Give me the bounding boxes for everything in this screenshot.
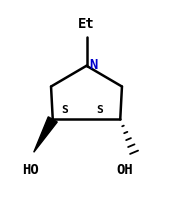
Text: S: S [96,105,103,115]
Text: OH: OH [116,163,133,177]
Text: Et: Et [78,17,95,31]
Text: HO: HO [22,163,39,177]
Text: N: N [89,58,97,72]
Text: S: S [61,105,68,115]
Polygon shape [34,117,57,152]
